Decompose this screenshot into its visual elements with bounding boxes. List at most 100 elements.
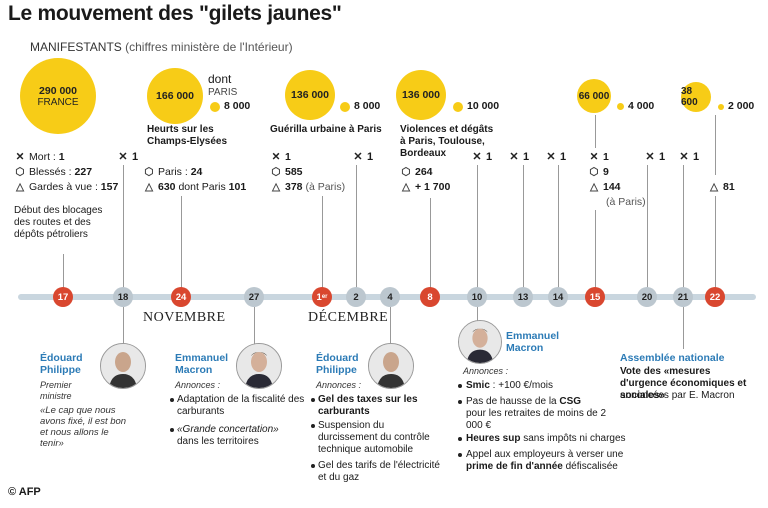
death-count-dec20: ✕ 1 xyxy=(645,151,666,163)
date-marker: 24 xyxy=(171,287,191,307)
paris-dot xyxy=(210,102,220,112)
bullet xyxy=(311,464,315,468)
connector xyxy=(523,165,524,288)
stats-dec8: ⬡ 264 △ + 1 700 xyxy=(401,166,451,193)
connector xyxy=(477,165,478,288)
connector xyxy=(595,210,596,288)
stats-nov24: ⬡ Paris : 24 △ 630 dont Paris 101 xyxy=(144,166,247,193)
month-november: NOVEMBRE xyxy=(143,310,226,325)
person-name: Édouard Philippe xyxy=(316,352,359,376)
connector xyxy=(477,307,478,322)
bullet xyxy=(458,437,462,441)
connector xyxy=(390,307,391,345)
death-count-dec13: ✕ 1 xyxy=(509,151,530,163)
death-icon: ✕ xyxy=(645,151,655,163)
paris-dot xyxy=(340,102,350,112)
bullet xyxy=(458,453,462,457)
paris-dot xyxy=(453,102,463,112)
connector xyxy=(647,165,648,288)
date-marker: 18 xyxy=(113,287,133,307)
custody-icon: △ xyxy=(709,181,719,193)
paris-value: 10 000 xyxy=(467,100,500,112)
death-icon: ✕ xyxy=(271,151,281,163)
portrait-philippe xyxy=(100,343,146,389)
stats-dec22: △ 81 xyxy=(709,181,735,193)
month-december: DÉCEMBRE xyxy=(308,310,389,325)
custody-note: (à Paris) xyxy=(606,196,646,208)
death-count-dec21: ✕ 1 xyxy=(679,151,700,163)
date-marker: 10 xyxy=(467,287,487,307)
connector xyxy=(683,307,684,349)
death-icon: ✕ xyxy=(118,151,128,163)
bubble-value: 66 000 xyxy=(578,90,610,102)
subtitle: MANIFESTANTS (chiffres ministère de l'In… xyxy=(30,40,293,54)
bubble-value: 136 000 xyxy=(402,89,440,101)
connector xyxy=(595,115,596,148)
date-marker: 1 er xyxy=(312,287,332,307)
injured-icon: ⬡ xyxy=(144,166,154,178)
announcement-item: Appel aux employeurs à verser une prime … xyxy=(466,449,624,472)
death-icon: ✕ xyxy=(15,151,25,163)
date-marker: 4 xyxy=(380,287,400,307)
announcement-item: Pas de hausse de la CSG pour les retraite… xyxy=(466,396,607,431)
date-marker: 14 xyxy=(548,287,568,307)
stats-dec1: ✕ 1 ⬡ 585 △ 378 (à Paris) xyxy=(271,151,346,193)
death-count-dec2: ✕ 1 xyxy=(353,151,374,163)
caption-dec1: Guérilla urbaine à Paris xyxy=(270,124,382,135)
date-marker: 20 xyxy=(637,287,657,307)
event-text: annoncées par E. Macron xyxy=(620,390,735,401)
connector xyxy=(715,196,716,288)
subtitle-note: (chiffres ministère de l'Intérieur) xyxy=(125,40,293,54)
paris-dot xyxy=(718,104,724,110)
date-marker: 27 xyxy=(244,287,264,307)
page-title: Le mouvement des "gilets jaunes" xyxy=(8,2,342,25)
credit: © AFP xyxy=(8,486,41,498)
date-marker: 17 xyxy=(53,287,73,307)
connector xyxy=(322,196,323,288)
paris-value: 4 000 xyxy=(628,100,655,112)
paris-dot xyxy=(617,103,624,110)
connector xyxy=(63,254,64,288)
bullet xyxy=(170,398,174,402)
paris-value: 8 000 xyxy=(224,100,251,112)
stats-nov17: ✕ Mort : 1 ⬡ Blessés : 227 △ Gardes à vue :… xyxy=(15,151,119,193)
death-icon: ✕ xyxy=(353,151,363,163)
paris-value: 8 000 xyxy=(354,100,381,112)
connector xyxy=(123,165,124,288)
date-marker: 8 xyxy=(420,287,440,307)
custody-icon: △ xyxy=(144,181,154,193)
announcement-item: Smic : +100 €/mois xyxy=(466,380,553,391)
custody-icon: △ xyxy=(589,181,599,193)
bubble-dec8: 136 000 xyxy=(396,70,446,120)
announcement-item: Gel des taxes sur les carburants xyxy=(318,394,418,417)
injured-icon: ⬡ xyxy=(15,166,25,178)
injured-icon: ⬡ xyxy=(271,166,281,178)
event-text: Vote des «mesures d'urgence économiques … xyxy=(620,366,747,401)
death-icon: ✕ xyxy=(679,151,689,163)
person-name: Édouard Philippe xyxy=(40,352,83,376)
portrait-macron xyxy=(458,320,502,364)
announcements-label: Annonces : xyxy=(316,380,362,390)
announcement-item: «Grande concertation» dans les territoire… xyxy=(177,424,279,447)
announcement-item: Adaptation de la fiscalité des carburant… xyxy=(177,394,305,417)
caption-nov24: Heurts sur les Champs-Elysées xyxy=(147,124,228,147)
bubble-nov24: 166 000 xyxy=(147,68,203,124)
bullet xyxy=(311,424,315,428)
bubble-value: 166 000 xyxy=(156,90,194,102)
connector xyxy=(683,165,684,288)
death-count-nov18: ✕ 1 xyxy=(118,151,139,163)
bullet xyxy=(170,428,174,432)
death-icon: ✕ xyxy=(509,151,519,163)
death-count-dec14: ✕ 1 xyxy=(546,151,567,163)
bubble-value: 136 000 xyxy=(291,89,329,101)
connector xyxy=(430,198,431,288)
role: Premier ministre xyxy=(40,380,72,401)
portrait-philippe xyxy=(368,343,414,389)
bubble-dec1: 136 000 xyxy=(285,70,335,120)
connector xyxy=(356,165,357,288)
bullet xyxy=(458,384,462,388)
bubble-nov17: 290 000 FRANCE xyxy=(20,58,96,134)
death-count-dec10: ✕ 1 xyxy=(472,151,493,163)
death-icon: ✕ xyxy=(589,151,599,163)
date-marker: 15 xyxy=(585,287,605,307)
